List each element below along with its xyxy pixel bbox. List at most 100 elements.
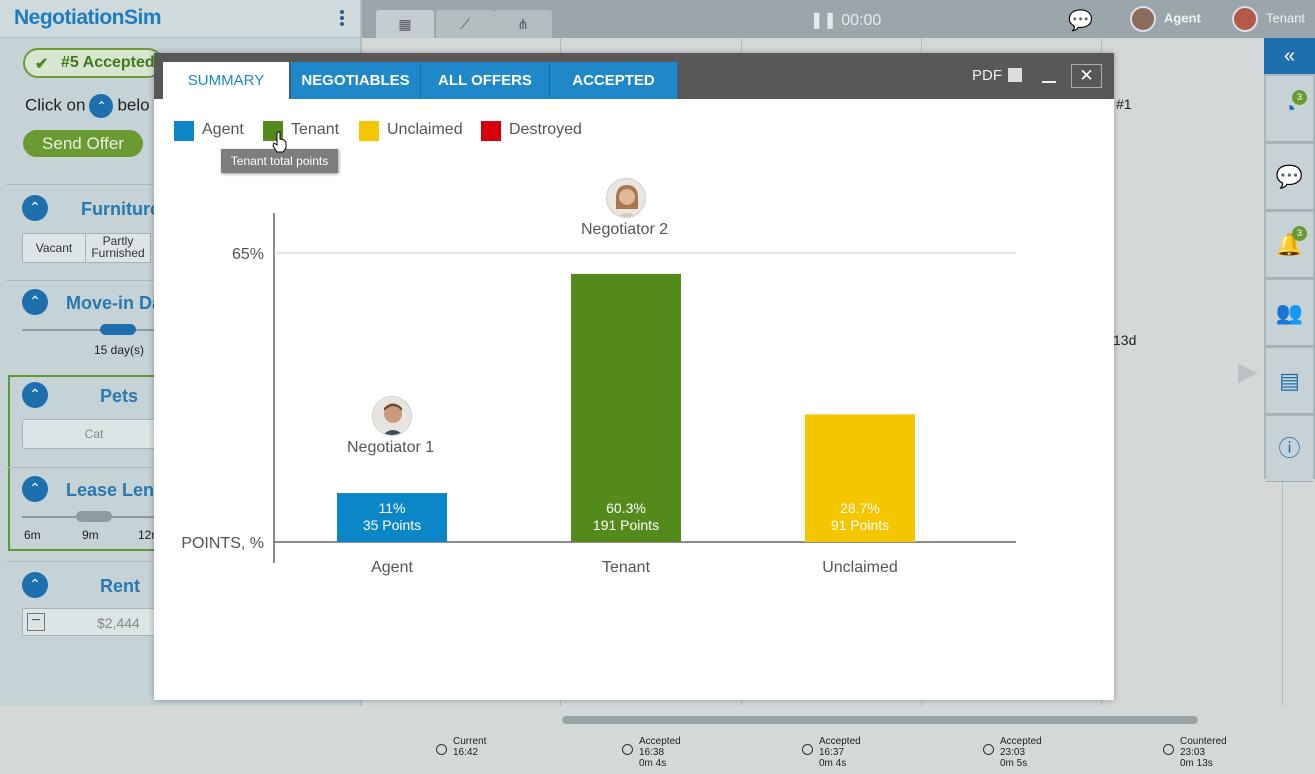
entry-status: Countered — [1180, 736, 1227, 747]
view-tabs: ▦ ⟋ ⋔ — [376, 10, 556, 38]
legend-swatch — [481, 121, 501, 141]
accepted-badge-label: #5 Accepted — [61, 54, 155, 71]
bell-icon[interactable]: 🔔 3 — [1266, 212, 1313, 278]
bar-tenant[interactable] — [571, 273, 681, 542]
negotiator1-avatar — [372, 396, 412, 436]
entry-duration: 0m 4s — [819, 758, 847, 769]
users-icon[interactable]: 👥 — [1266, 280, 1313, 346]
hand-cursor-icon — [272, 131, 287, 153]
tenant-indicator[interactable]: Tenant — [1232, 6, 1305, 32]
slider-handle[interactable] — [100, 324, 136, 335]
avatar — [1130, 6, 1156, 32]
slider-track[interactable] — [22, 329, 162, 331]
legend-label: Agent — [202, 121, 244, 138]
section-title: Move-in Da — [66, 293, 163, 313]
negotiator2-label: Negotiator 2 — [581, 221, 669, 238]
points-chart: 65% POINTS, % 11%35 Points Agent 60.3%191 … — [181, 213, 1016, 576]
entry-duration: 0m 5s — [1000, 758, 1028, 769]
entry-time: 16:38 — [639, 747, 665, 758]
bar-percent-label: 28.7% — [840, 500, 880, 516]
clock-icon — [436, 744, 447, 755]
info-icon[interactable]: ⓘ — [1266, 416, 1313, 482]
clock-icon[interactable]: ◔ 3 — [1266, 76, 1313, 142]
timeline-entry[interactable]: Countered 23:03 0m 13s — [1163, 736, 1227, 769]
bar-points-label: 191 Points — [593, 517, 659, 533]
app-logo: NegotiationSim — [14, 6, 162, 29]
agent-indicator[interactable]: Agent — [1130, 6, 1201, 32]
timer-value: 00:00 — [841, 12, 882, 29]
next-arrow-icon[interactable]: ▶ — [1238, 356, 1258, 386]
x-tick-label: Agent — [371, 559, 413, 576]
tab-all-offers[interactable]: ALL OFFERS — [421, 62, 550, 99]
chevron-up-icon[interactable]: ⌃ — [22, 289, 48, 315]
section-title: Furniture — [81, 199, 160, 219]
clock-icon — [1163, 744, 1174, 755]
offer-ref: #1 — [1116, 96, 1132, 112]
option-vacant[interactable]: Vacant — [22, 233, 86, 263]
chat-icon[interactable]: 💬 — [1068, 10, 1093, 32]
minimize-button[interactable] — [1042, 69, 1056, 83]
timeline-entry[interactable]: Accepted 23:03 0m 5s — [983, 736, 1042, 769]
timeline-entry[interactable]: Accepted 16:38 0m 4s — [622, 736, 681, 769]
minus-icon[interactable]: − — [27, 613, 45, 631]
entry-time: 23:03 — [1180, 747, 1206, 758]
clock-icon — [802, 744, 813, 755]
tick-label: 6m — [24, 528, 41, 542]
bar-unclaimed[interactable] — [805, 414, 915, 542]
slider-handle[interactable] — [76, 511, 112, 522]
agent-label: Agent — [1164, 10, 1201, 26]
tab-accepted[interactable]: ACCEPTED — [550, 62, 678, 99]
section-title: Rent — [100, 576, 140, 596]
table-view-icon[interactable]: ▦ — [376, 10, 434, 38]
rent-input[interactable]: − $2,444 — [22, 608, 172, 636]
send-offer-button[interactable]: Send Offer — [23, 130, 143, 157]
entry-status: Accepted — [1000, 736, 1042, 747]
chart-view-icon[interactable]: ⟋ — [436, 10, 494, 38]
summary-modal: SUMMARY NEGOTIABLES ALL OFFERS ACCEPTED … — [154, 53, 1114, 700]
legend-label: Unclaimed — [387, 121, 463, 138]
tab-negotiables[interactable]: NEGOTIABLES — [291, 62, 421, 99]
legend-swatch — [174, 121, 194, 141]
chevron-up-icon[interactable]: ⌃ — [22, 476, 48, 502]
entry-status: Accepted — [639, 736, 681, 747]
entry-time: 16:42 — [453, 747, 479, 758]
instruction-suffix: belo — [117, 95, 150, 115]
option-partly-furnished[interactable]: Partly Furnished — [85, 233, 151, 263]
accepted-badge[interactable]: ✔ #5 Accepted — [23, 48, 163, 78]
clock-icon — [983, 744, 994, 755]
chevron-up-icon[interactable]: ⌃ — [22, 195, 48, 221]
bar-percent-label: 11% — [379, 500, 406, 516]
pdf-button[interactable]: PDF — [972, 67, 1022, 84]
timeline-scrollbar[interactable] — [562, 716, 1198, 724]
x-tick-label: Unclaimed — [822, 559, 898, 576]
tick-label: 9m — [82, 528, 99, 542]
pdf-label: PDF — [972, 67, 1002, 84]
y-tick-label: 65% — [232, 246, 264, 263]
negotiator1-label: Negotiator 1 — [347, 439, 435, 456]
pause-icon[interactable]: ❚❚ — [810, 12, 842, 29]
chat-icon[interactable]: 💬 — [1266, 144, 1313, 210]
timeline-entry[interactable]: Current 16:42 — [436, 736, 486, 758]
clock-icon — [622, 744, 633, 755]
chevron-up-icon[interactable]: ⌃ — [22, 382, 48, 408]
tab-summary[interactable]: SUMMARY — [163, 62, 290, 99]
bar-agent[interactable] — [337, 493, 447, 542]
slider-value: 15 day(s) — [94, 343, 145, 357]
entry-duration: 0m 4s — [639, 758, 667, 769]
timeline-entry[interactable]: Accepted 16:37 0m 4s — [802, 736, 861, 769]
y-axis-label: POINTS, % — [181, 535, 264, 552]
bar-points-label: 91 Points — [831, 517, 889, 533]
close-button[interactable]: ✕ — [1071, 64, 1102, 88]
legend-label: Destroyed — [509, 121, 582, 138]
collapse-icon[interactable]: « — [1264, 38, 1315, 74]
chevron-up-icon[interactable]: ⌃ — [22, 572, 48, 598]
pets-select[interactable]: Cat — [22, 419, 166, 449]
notebook-icon[interactable]: ▤ — [1266, 348, 1313, 414]
chevron-up-icon: ⌃ — [89, 94, 114, 118]
tree-view-icon[interactable]: ⋔ — [494, 10, 552, 38]
right-sidebar: « ◔ 3 💬 🔔 3 👥 ▤ ⓘ — [1264, 38, 1315, 482]
timer[interactable]: ❚❚ 00:00 — [810, 10, 881, 30]
entry-time: 16:37 — [819, 747, 845, 758]
menu-icon[interactable] — [336, 8, 348, 32]
